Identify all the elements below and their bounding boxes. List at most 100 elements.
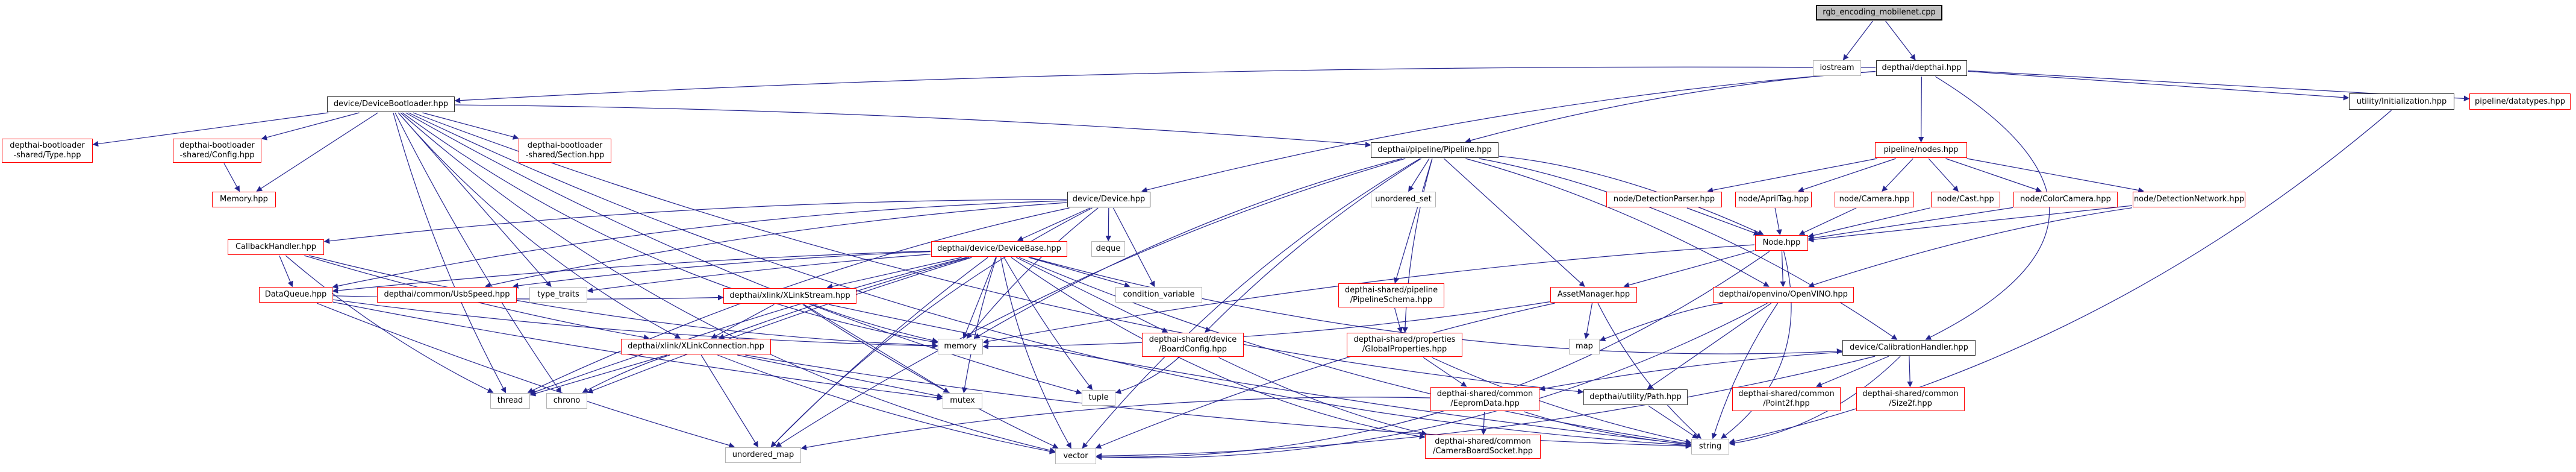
- edge-xlinkconn-to-chrono: [582, 354, 670, 393]
- edge-depthai-to-pipeline: [1465, 71, 1876, 143]
- graph-node-node[interactable]: Node.hpp: [1755, 235, 1808, 251]
- graph-node-init[interactable]: utility/Initialization.hpp: [2349, 93, 2454, 110]
- graph-node-devicebase[interactable]: depthai/device/DeviceBase.hpp: [931, 241, 1067, 257]
- edge-devicebase-to-mutex: [961, 257, 997, 394]
- graph-node-ncast[interactable]: node/Cast.hpp: [1931, 192, 2000, 207]
- edge-nodes-to-ndetparser: [1707, 158, 1877, 194]
- graph-node-ndetparser[interactable]: node/DetectionParser.hpp: [1606, 192, 1722, 207]
- graph-node-xlinkconn[interactable]: depthai/xlink/XLinkConnection.hpp: [621, 339, 771, 354]
- edge-pipeline-to-node: [1499, 156, 1764, 235]
- edge-devicebase-to-typetraits: [587, 254, 931, 294]
- edge-xlinkconn-to-vector: [717, 354, 1056, 455]
- graph-node-memory: memory: [938, 339, 983, 354]
- edge-device-to-usbspeed: [484, 202, 1067, 288]
- graph-node-usbspeed[interactable]: depthai/common/UsbSpeed.hpp: [377, 287, 517, 303]
- edge-devicebase-to-xlinkstream: [826, 257, 962, 289]
- edge-calib-to-vector: [1096, 356, 1876, 459]
- graph-node-napriltag[interactable]: node/AprilTag.hpp: [1735, 192, 1812, 207]
- edge-calib-to-string: [1729, 356, 1901, 446]
- graph-node-calib[interactable]: device/CalibrationHandler.hpp: [1842, 340, 1976, 356]
- edge-eeprom-to-camsocket: [1480, 411, 1487, 435]
- graph-node-depthai[interactable]: depthai/depthai.hpp: [1876, 60, 1967, 76]
- edge-devicebase-to-boardconfig: [1016, 257, 1168, 333]
- edges-group: [92, 20, 2470, 461]
- edge-pipeschema-to-globalprops: [1394, 307, 1403, 333]
- edge-nodes-to-napriltag: [1797, 158, 1896, 192]
- edge-node-to-assetman: [1623, 250, 1755, 288]
- edge-ndetnet-to-openvino: [1808, 207, 2133, 288]
- graph-node-pipeline[interactable]: depthai/pipeline/Pipeline.hpp: [1371, 142, 1499, 158]
- graph-node-datatypes[interactable]: pipeline/datatypes.hpp: [2469, 93, 2571, 110]
- graph-node-vector: vector: [1055, 448, 1096, 464]
- edge-ncamera-to-node: [1798, 207, 1857, 235]
- graph-node-bsection[interactable]: depthai-bootloader -shared/Section.hpp: [519, 139, 611, 163]
- graph-node-device[interactable]: device/Device.hpp: [1067, 192, 1150, 207]
- edge-nodes-to-ncast: [1928, 158, 1959, 192]
- graph-node-bconfig[interactable]: depthai-bootloader -shared/Config.hpp: [173, 139, 261, 163]
- graph-node-uset: unordered_set: [1371, 192, 1436, 207]
- graph-node-ncolorcam[interactable]: node/ColorCamera.hpp: [2013, 192, 2118, 207]
- graph-node-callback[interactable]: CallbackHandler.hpp: [228, 239, 324, 255]
- graph-node-btype[interactable]: depthai-bootloader -shared/Type.hpp: [2, 139, 93, 163]
- graph-node-string: string: [1691, 439, 1729, 455]
- edge-xlinkconn-to-umap: [700, 354, 759, 448]
- edge-xlinkconn-to-mutex: [737, 354, 943, 399]
- edge-openvino-to-vector: [1096, 303, 1768, 461]
- edge-devicebase-to-tuple: [1003, 257, 1093, 391]
- graph-node-point2f[interactable]: depthai-shared/common /Point2f.hpp: [1732, 387, 1841, 411]
- graph-node-pipeschema[interactable]: depthai-shared/pipeline /PipelineSchema.…: [1338, 283, 1444, 307]
- graph-node-camsocket[interactable]: depthai-shared/common /CameraBoardSocket…: [1425, 435, 1541, 459]
- edge-globalprops-to-string: [1432, 357, 1692, 445]
- graph-node-assetman[interactable]: AssetManager.hpp: [1550, 287, 1637, 303]
- graph-node-root: rgb_encoding_mobilenet.cpp: [1816, 5, 1942, 20]
- graph-node-nodes[interactable]: pipeline/nodes.hpp: [1875, 142, 1967, 158]
- edge-devicebase-to-umap: [770, 257, 988, 448]
- edge-pipeline-to-globalprops: [1402, 158, 1433, 333]
- edge-pipeline-to-calib: [1479, 158, 1898, 340]
- graph-node-condvar: condition_variable: [1115, 287, 1202, 303]
- graph-node-globalprops[interactable]: depthai-shared/properties /GlobalPropert…: [1347, 333, 1462, 357]
- edge-devbootloader-to-vector: [400, 112, 1056, 453]
- edge-calib-to-eeprom: [1539, 351, 1842, 391]
- edge-device-to-thread: [527, 207, 1070, 393]
- graph-node-memoryhpp[interactable]: Memory.hpp: [212, 192, 276, 207]
- graph-node-boardconfig[interactable]: depthai-shared/device /BoardConfig.hpp: [1142, 333, 1244, 357]
- edge-xlinkstream-to-memory: [812, 304, 938, 344]
- graph-node-dataqueue[interactable]: DataQueue.hpp: [259, 287, 332, 303]
- graph-node-devbootloader[interactable]: device/DeviceBootloader.hpp: [327, 96, 455, 112]
- edge-device-to-memory: [966, 207, 1099, 339]
- graph-node-typetraits: type_traits: [529, 287, 587, 303]
- edge-depthai-to-init: [1967, 71, 2350, 101]
- edge-device-to-condvar: [1112, 207, 1155, 288]
- edge-assetman-to-vector: [1095, 303, 1555, 449]
- edge-xlinkconn-to-string: [745, 354, 1692, 449]
- edge-node-to-memory: [982, 244, 1755, 345]
- graph-node-path[interactable]: depthai/utility/Path.hpp: [1583, 389, 1688, 405]
- graph-node-xlinkstream[interactable]: depthai/xlink/XLinkStream.hpp: [723, 288, 856, 304]
- edge-eeprom-to-string: [1524, 411, 1692, 447]
- graph-node-ncamera[interactable]: node/Camera.hpp: [1835, 192, 1914, 207]
- graph-node-thread: thread: [490, 393, 530, 409]
- edge-devicebase-to-condvar: [1028, 257, 1131, 288]
- edge-nodes-to-ncolorcam: [1945, 158, 2042, 192]
- edge-callback-to-thread: [285, 255, 494, 393]
- graph-node-openvino[interactable]: depthai/openvino/OpenVINO.hpp: [1713, 287, 1854, 303]
- edge-devbootloader-to-bsection: [422, 112, 519, 140]
- edge-devbootloader-to-xlinkconn: [398, 112, 681, 339]
- edge-devbootloader-to-path: [413, 112, 1584, 395]
- edge-boardconfig-to-camsocket: [1218, 357, 1427, 436]
- edge-assetman-to-string: [1597, 303, 1701, 439]
- edge-boardconfig-to-tuple: [1115, 357, 1179, 394]
- graph-node-size2f[interactable]: depthai-shared/common /Size2f.hpp: [1856, 387, 1965, 411]
- edge-devbootloader-to-pipeline: [455, 104, 1371, 148]
- edge-pipeline-to-assetman: [1443, 158, 1585, 287]
- edge-pipeline-to-umap: [775, 158, 1406, 447]
- edge-pipeline-to-vector: [1082, 158, 1421, 449]
- graph-node-ndetnet[interactable]: node/DetectionNetwork.hpp: [2133, 192, 2245, 207]
- edge-bconfig-to-memoryhpp: [223, 163, 240, 192]
- graph-node-eeprom[interactable]: depthai-shared/common /EepromData.hpp: [1430, 387, 1539, 411]
- edge-devicebase-to-usbspeed: [512, 251, 931, 289]
- edge-devicebase-to-memory: [962, 257, 996, 339]
